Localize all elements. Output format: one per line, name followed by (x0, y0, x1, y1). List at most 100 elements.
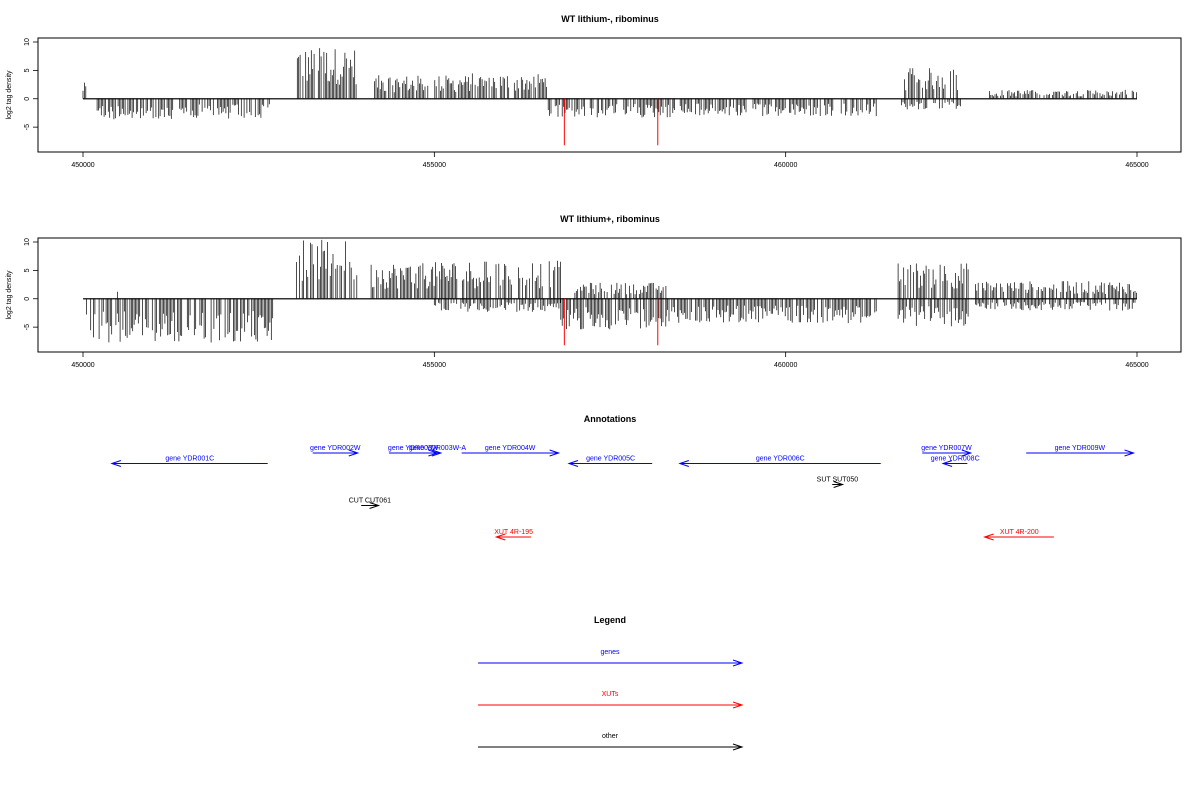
signal-panel-lithium-plus: WT lithium+, ribominus log2 tag density … (6, 214, 1182, 369)
signal-bars (901, 98, 961, 110)
panel-title: WT lithium-, ribominus (561, 14, 659, 24)
feature-label: XUT 4R-195 (494, 529, 533, 536)
signal-bars (441, 260, 561, 299)
panel-title: WT lithium+, ribominus (560, 214, 660, 224)
signal-bars (672, 98, 877, 117)
legend-title: Legend (594, 615, 626, 625)
annotation-feature: gene YDR009W (1026, 445, 1136, 457)
annotation-feature: gene YDR007W (921, 445, 973, 457)
feature-label: gene YDR003W-A (409, 445, 467, 452)
signal-bars (665, 298, 877, 324)
signal-bars (547, 98, 674, 118)
feature-label: XUT 4R-200 (1000, 529, 1039, 536)
y-tick-label: 10 (24, 38, 31, 46)
x-tick-label: 450000 (71, 162, 94, 169)
feature-label: gene YDR005C (586, 456, 635, 463)
signal-bars (975, 281, 1137, 299)
signal-bars (433, 298, 561, 312)
plot-frame (37, 37, 1182, 153)
signal-bars (296, 239, 358, 299)
legend-label: other (602, 733, 619, 740)
signal-bars (897, 298, 969, 327)
series-minus (96, 98, 961, 120)
feature-arrowhead (678, 460, 689, 467)
legend: Legend genes XUTs other (478, 615, 744, 751)
signal-bars (989, 89, 1137, 99)
feature-label: gene YDR008C (931, 456, 980, 463)
feature-arrowhead (961, 449, 973, 457)
annotation-feature: XUT 4R-195 (494, 529, 533, 541)
signal-bars (904, 68, 958, 99)
annotation-feature: gene YDR004W (461, 445, 561, 457)
signal-panel-lithium-minus: WT lithium-, ribominus log2 tag density … (6, 14, 1182, 169)
annotation-feature: gene YDR008C (931, 456, 980, 467)
x-tick-label: 455000 (423, 362, 446, 369)
series-plus (82, 48, 1137, 99)
signal-bars (96, 98, 270, 120)
legend-arrowhead (732, 659, 744, 667)
x-tick-label: 460000 (774, 162, 797, 169)
signal-bars (574, 282, 667, 299)
legend-label: genes (600, 649, 620, 656)
legend-label: XUTs (602, 691, 619, 698)
feature-label: CUT CUT061 (349, 498, 391, 505)
signal-bars (560, 298, 667, 330)
signal-bars (469, 73, 547, 99)
feature-arrowhead (431, 449, 443, 457)
feature-arrowhead (110, 460, 122, 467)
feature-arrowhead (983, 533, 994, 541)
annotation-feature: CUT CUT061 (349, 498, 391, 509)
annotations-title: Annotations (584, 414, 637, 424)
annotation-feature: gene YDR001C (110, 456, 268, 467)
annotation-feature: XUT 4R-200 (983, 529, 1054, 541)
legend-arrowhead (732, 701, 744, 709)
feature-arrowhead (549, 449, 561, 457)
signal-bars (82, 82, 87, 99)
annotation-feature: gene YDR002W (310, 445, 361, 457)
feature-arrowhead (833, 481, 845, 488)
feature-label: gene YDR003W (388, 445, 439, 452)
signal-bars (374, 75, 469, 99)
y-tick-label: -5 (24, 324, 31, 330)
legend-item: other (478, 733, 744, 751)
feature-label: SUT SUT050 (817, 477, 859, 484)
y-tick-label: 5 (24, 68, 31, 72)
feature-arrowhead (941, 460, 953, 467)
plot-frame (37, 237, 1182, 353)
y-tick-label: -5 (24, 124, 31, 130)
feature-arrowhead (369, 502, 381, 509)
feature-label: gene YDR009W (1055, 445, 1106, 452)
annotation-feature: gene YDR005C (567, 456, 653, 467)
annotation-feature: gene YDR003W-A (409, 445, 467, 457)
feature-label: gene YDR002W (310, 445, 361, 452)
series-plus (117, 239, 1137, 299)
signal-bars (975, 298, 1136, 311)
legend-arrowhead (732, 743, 744, 751)
signal-bars (897, 263, 969, 299)
annotation-feature: gene YDR006C (678, 456, 881, 467)
y-axis-label: log2 tag density (6, 270, 13, 320)
x-tick-label: 455000 (423, 162, 446, 169)
signal-bars (296, 48, 357, 99)
feature-label: gene YDR007W (921, 445, 972, 452)
series-minus (86, 298, 1136, 343)
annotation-feature: SUT SUT050 (817, 477, 859, 488)
x-tick-label: 465000 (1125, 362, 1148, 369)
y-tick-label: 10 (24, 238, 31, 246)
y-tick-label: 5 (24, 268, 31, 272)
y-tick-label: 0 (24, 97, 31, 101)
feature-label: gene YDR006C (756, 456, 805, 463)
feature-arrowhead (348, 449, 360, 457)
annotations-track: Annotations gene YDR001C gene YDR002W gene… (110, 414, 1136, 541)
feature-arrowhead (567, 460, 579, 467)
legend-item: XUTs (478, 691, 744, 709)
feature-label: gene YDR004W (485, 445, 536, 452)
signal-bars (86, 298, 274, 343)
x-tick-label: 450000 (71, 362, 94, 369)
feature-label: gene YDR001C (165, 456, 214, 463)
legend-item: genes (478, 649, 744, 667)
signal-bars (370, 262, 442, 299)
x-tick-label: 465000 (1125, 162, 1148, 169)
feature-arrowhead (494, 533, 506, 541)
